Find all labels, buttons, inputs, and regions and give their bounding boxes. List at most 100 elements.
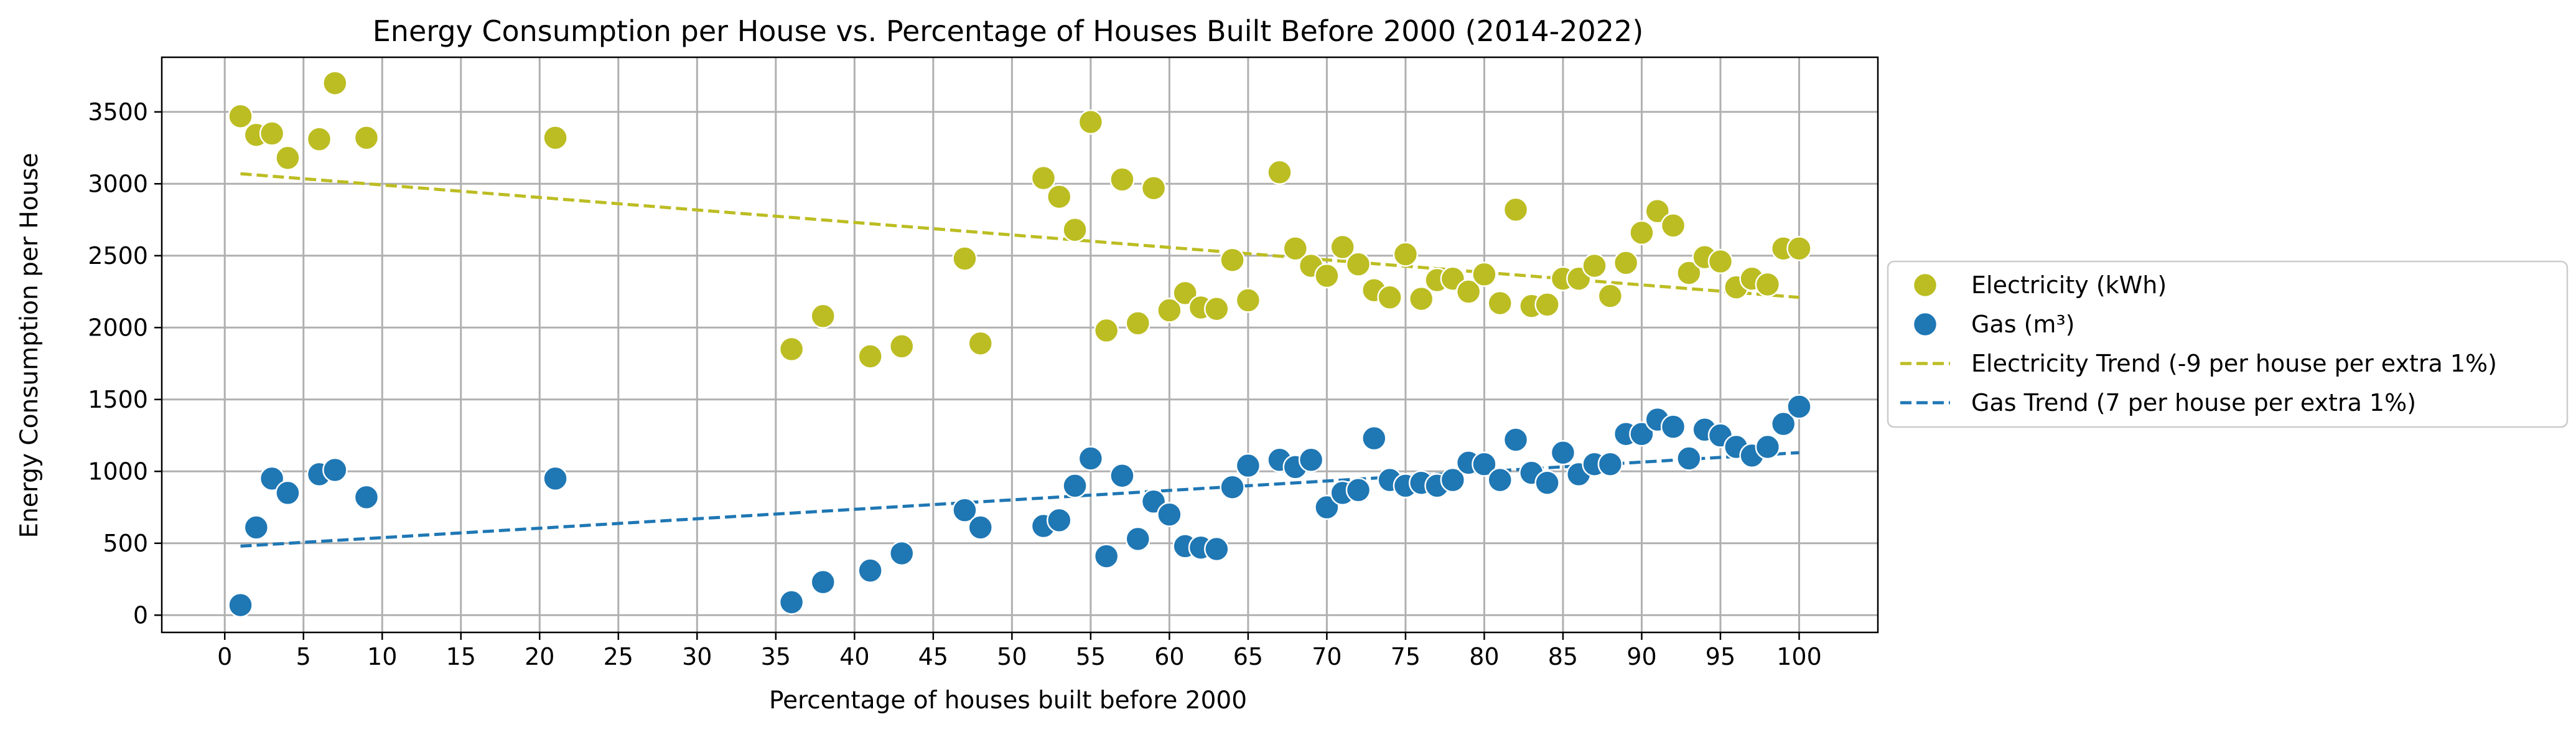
electricity-point [1377,284,1402,311]
x-tick-label: 0 [217,643,232,670]
grid [162,57,1878,632]
gas-point [1660,414,1686,439]
y-tick-label: 1000 [88,458,148,485]
electricity-point [1660,213,1686,238]
gas-point [1047,507,1072,533]
gas-point [228,592,253,618]
y-tick-label: 3500 [88,98,148,126]
legend-label: Gas (m³) [1971,311,2075,338]
legend-label: Electricity (kWh) [1971,271,2167,299]
plot-frame [161,56,1879,634]
trend-line [240,172,1799,299]
gas-point [1676,446,1702,471]
electricity-point [1629,220,1654,246]
electricity-point [1786,235,1812,261]
electricity-point [810,303,836,329]
legend-box [1887,260,2569,428]
gas-point [1345,477,1371,503]
electricity-point [353,125,380,151]
gas-point [1157,502,1182,527]
y-tick-label: 1500 [88,386,148,413]
x-tick-label: 70 [1312,643,1342,670]
y-tick-label: 2000 [88,314,148,341]
x-tick-label: 65 [1233,643,1263,670]
gas-point [1220,474,1245,500]
electricity-point [1534,292,1560,317]
electricity-point [1235,288,1261,313]
gas-point [1755,434,1781,460]
gas-point [322,457,348,483]
x-tick-label: 15 [446,643,476,670]
gas-point [778,589,805,615]
gas-point [1503,427,1529,453]
electricity-point [1062,217,1088,243]
gas-point [543,466,568,492]
electricity-point [543,125,568,151]
x-tick-label: 75 [1391,643,1421,670]
legend-label: Gas Trend (7 per house per extra 1%) [1971,389,2416,416]
gas-point [952,497,978,523]
electricity-point [259,121,285,146]
y-tick-label: 0 [133,601,148,629]
gas-point [1487,467,1513,493]
electricity-point [1393,242,1419,267]
x-tick-label: 40 [839,643,869,670]
x-tick-label: 30 [682,643,712,670]
x-tick-label: 80 [1469,643,1499,670]
electricity-point [1487,290,1513,316]
gas-point [1786,394,1812,420]
x-tick-label: 55 [1076,643,1106,670]
gas-point [810,569,836,595]
x-tick-label: 10 [367,643,397,670]
electricity-point [1047,184,1072,210]
gas-point [1472,451,1497,477]
electricity-point [1408,286,1434,312]
x-tick-label: 5 [296,643,311,670]
electricity-point [1330,234,1355,260]
x-tick-label: 20 [525,643,554,670]
gas-point [1093,543,1119,569]
x-axis-label: Percentage of houses built before 2000 [769,687,1247,715]
gas-point [1550,440,1576,466]
x-tick-label: 25 [604,643,633,670]
gas-point [1314,494,1340,520]
gas-point [1597,451,1623,477]
electricity-point [1755,271,1781,298]
electricity-point [1267,159,1292,185]
electricity-point [1109,167,1135,192]
electricity-point [968,331,993,356]
electricity-point [1345,251,1371,277]
electricity-point [952,246,978,271]
chart-title: Energy Consumption per House vs. Percent… [373,14,1644,48]
electricity-point [1645,198,1671,224]
electricity-point [1472,261,1497,288]
electricity-point [1455,279,1482,304]
electricity-point [1172,280,1198,306]
electricity-point [322,70,348,96]
legend-label: Electricity Trend (-9 per house per extr… [1971,350,2497,377]
x-tick-label: 100 [1776,643,1822,670]
electricity-point [1597,283,1623,309]
electricity-point [1503,197,1529,223]
y-tick-label: 3000 [88,170,148,197]
x-tick-label: 50 [997,643,1027,670]
gas-point [1078,446,1104,471]
y-tick-label: 500 [103,530,148,557]
gas-point [1062,473,1088,499]
gas-point [1109,462,1135,489]
x-tick-label: 45 [918,643,948,670]
electricity-point [1141,175,1167,201]
electricity-point [275,145,301,171]
gas-point [1361,425,1387,451]
electricity-point [1204,296,1230,322]
gas-point [1125,526,1151,552]
gas-point [275,480,301,506]
electricity-point [857,344,883,369]
gas-point [857,558,883,583]
legend-marker [1912,272,1938,298]
x-tick-label: 85 [1548,643,1578,670]
gas-point [1770,411,1796,437]
electricity-point [1125,311,1151,336]
electricity-point [1093,317,1119,344]
